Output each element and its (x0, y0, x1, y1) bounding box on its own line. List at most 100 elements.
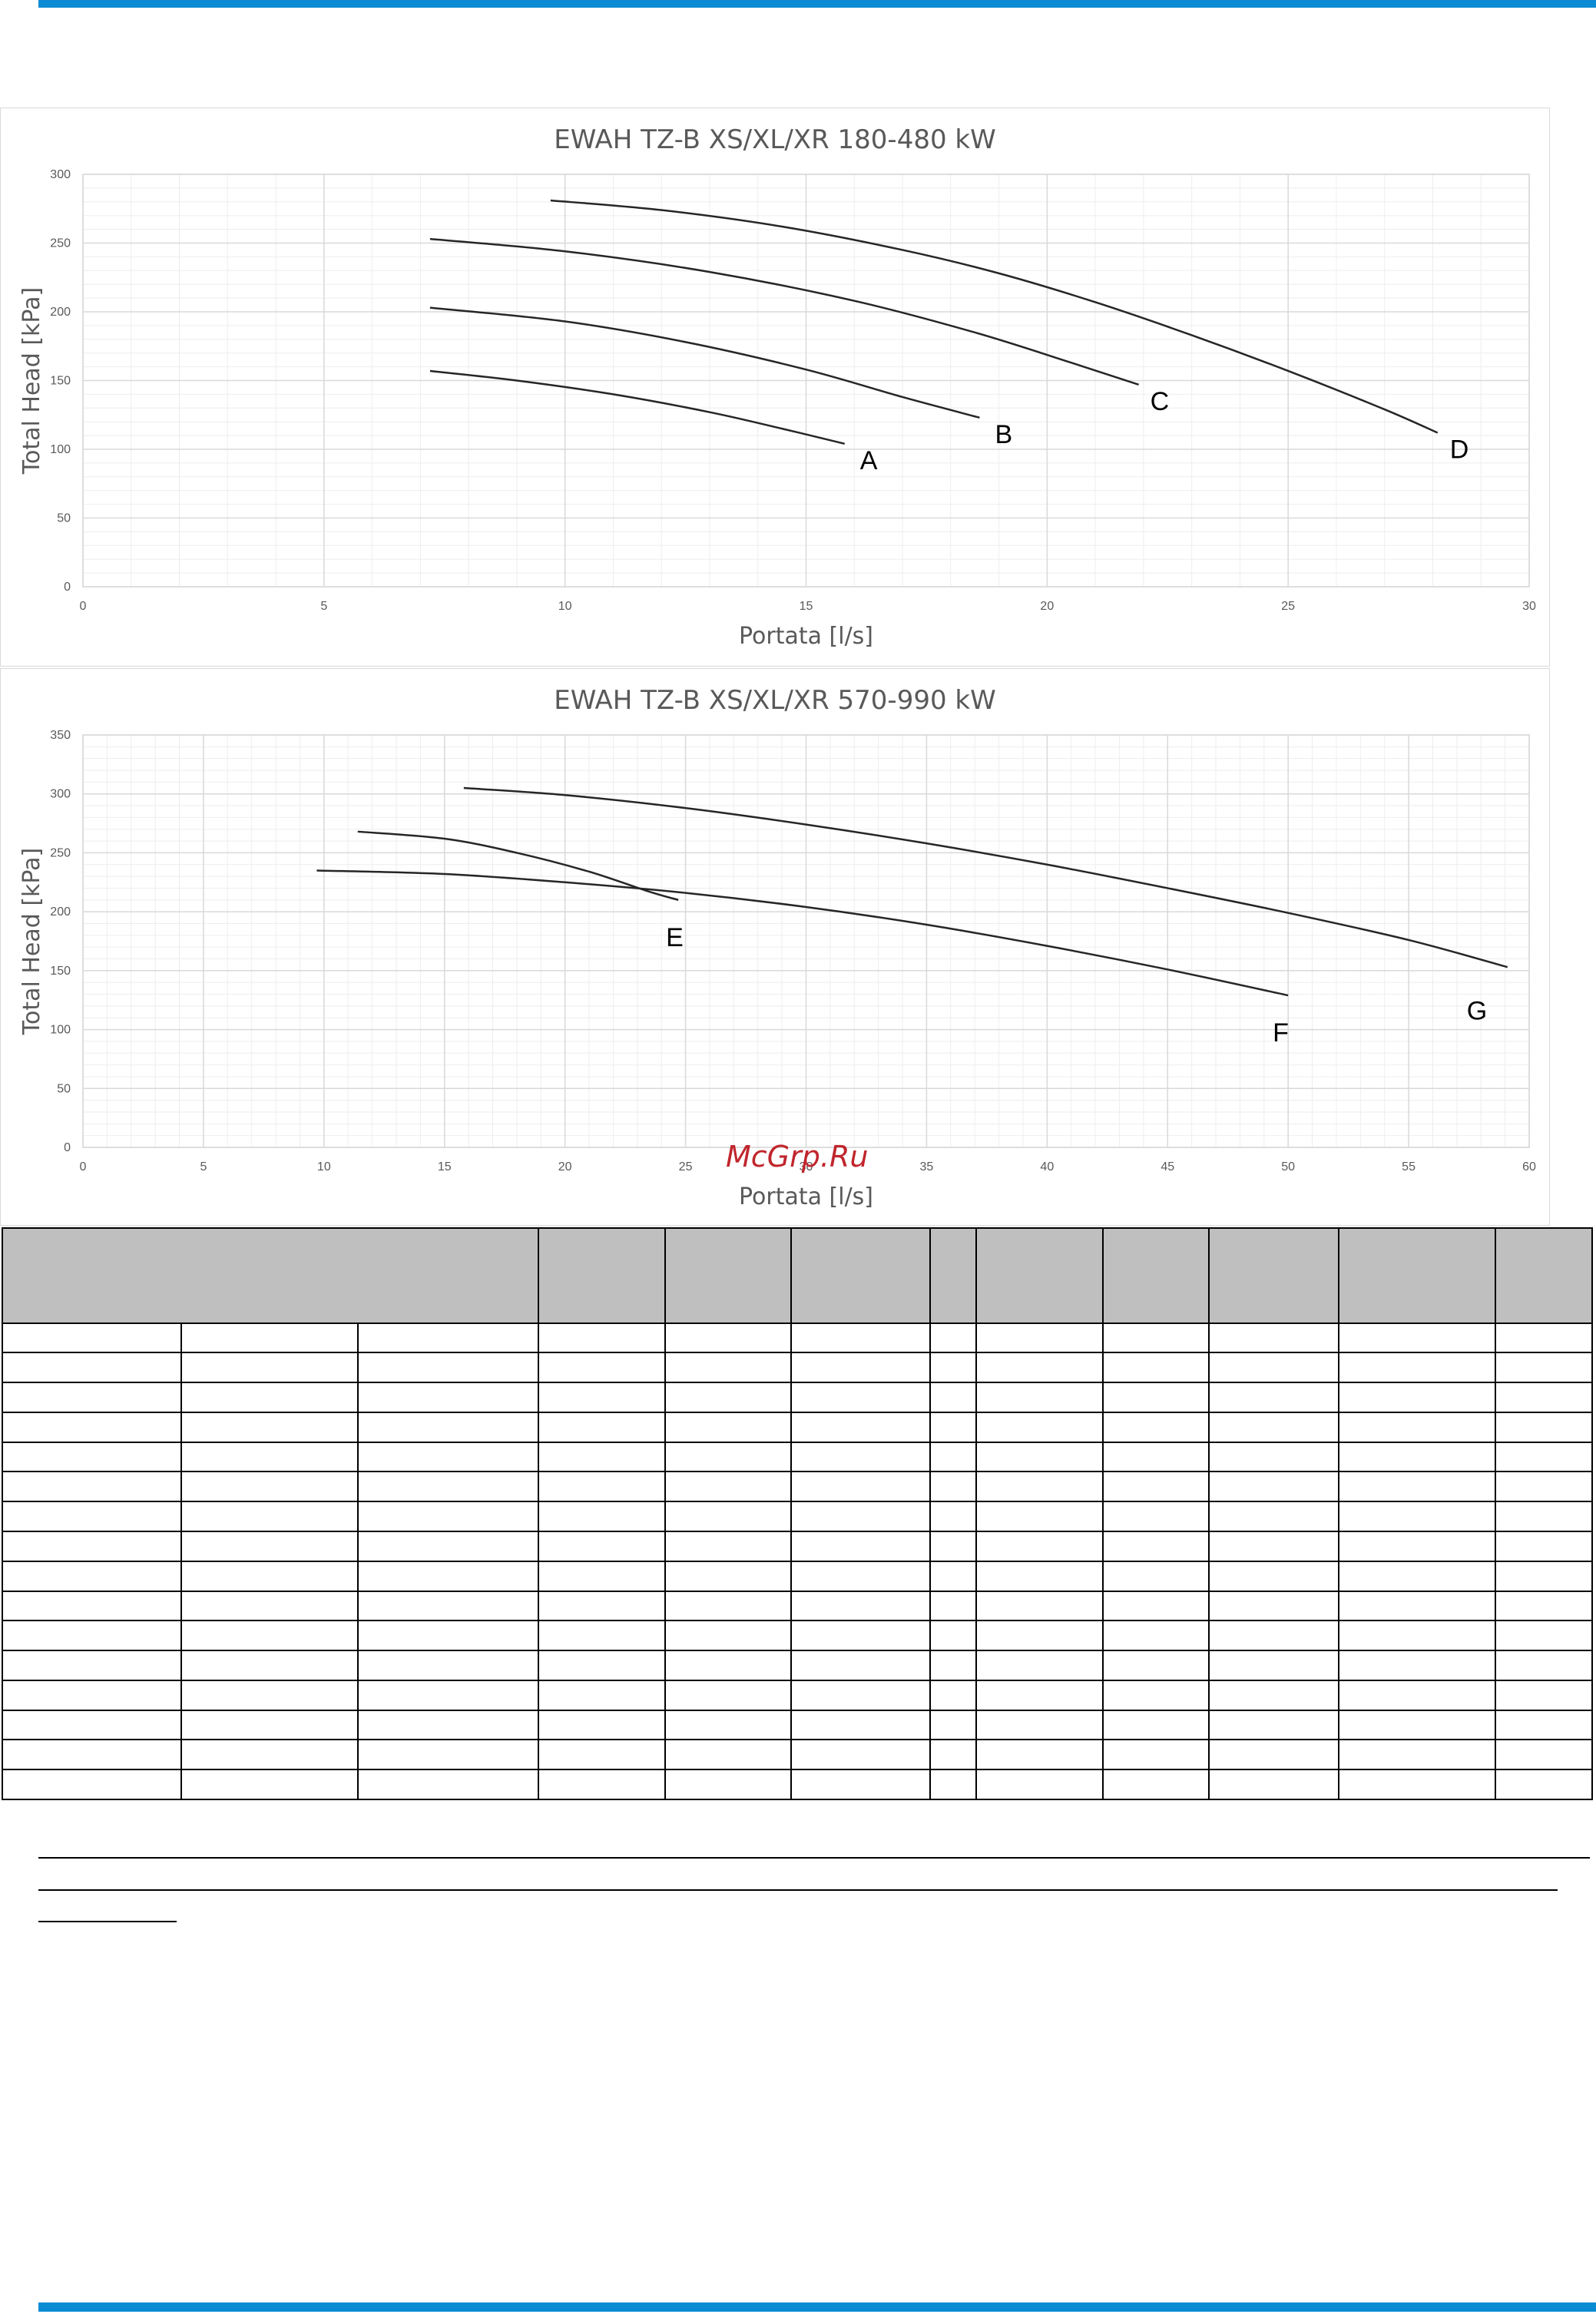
table-cell (1495, 1352, 1594, 1384)
table-cell (664, 1560, 793, 1592)
table-cell (180, 1322, 359, 1354)
chart-1-y-tick: 200 (50, 306, 71, 319)
table-cell (790, 1352, 932, 1384)
table-cell (975, 1590, 1104, 1622)
table-cell (790, 1650, 932, 1681)
table-cell (664, 1679, 793, 1711)
table-header-cell (1495, 1227, 1594, 1324)
table-cell (538, 1441, 667, 1473)
chart-2-y-tick: 200 (50, 905, 71, 919)
table-cell (1338, 1411, 1497, 1443)
table-cell (356, 1769, 540, 1800)
table-cell (929, 1531, 978, 1562)
chart-2-y-tick: 100 (50, 1024, 71, 1037)
chart-2-curve-f (316, 869, 1289, 997)
table-cell (929, 1709, 978, 1741)
table-cell (1338, 1531, 1497, 1562)
table-cell (1495, 1739, 1594, 1771)
table-cell (180, 1501, 359, 1532)
chart-1-x-tick: 20 (1040, 600, 1054, 613)
table-cell (2, 1560, 182, 1592)
chart-2-curve-g (463, 786, 1508, 968)
table-cell (1495, 1620, 1594, 1652)
table-cell (1102, 1709, 1210, 1741)
footnote-rule-2 (38, 1889, 1558, 1891)
table-cell (975, 1501, 1104, 1532)
table-cell (538, 1590, 667, 1622)
table-cell (929, 1382, 978, 1413)
chart-2-svg: 0 5 10 15 20 25 30 35 40 45 50 55 60 0 50 100 150 200 250 3… (18, 685, 1536, 1210)
table-cell (180, 1471, 359, 1503)
table-cell (664, 1411, 793, 1443)
table-cell (180, 1739, 359, 1771)
table-cell (1102, 1471, 1210, 1503)
table-cell (1102, 1382, 1210, 1413)
chart-2-y-tick: 0 (64, 1141, 71, 1154)
table-cell (790, 1382, 932, 1413)
table-cell (1338, 1382, 1497, 1413)
chart-2-curve-label-f: F (1273, 1018, 1289, 1048)
chart-1-plot-frame (82, 174, 1530, 588)
table-cell (664, 1650, 793, 1681)
table-cell (180, 1441, 359, 1473)
chart-1-x-tick: 5 (320, 600, 327, 613)
table-header-cell (1102, 1227, 1210, 1324)
table-cell (664, 1769, 793, 1800)
table-cell (1102, 1501, 1210, 1532)
table-cell (1338, 1471, 1497, 1503)
table-row (2, 1531, 1594, 1562)
table-cell (1338, 1769, 1497, 1800)
table-cell (664, 1441, 793, 1473)
table-row (2, 1322, 1594, 1354)
table-cell (356, 1679, 540, 1711)
table-cell (975, 1560, 1104, 1592)
table-cell (1102, 1322, 1210, 1354)
table-row (2, 1411, 1594, 1443)
table-cell (975, 1769, 1104, 1800)
footnote-rule-3 (38, 1921, 177, 1922)
table-cell (538, 1382, 667, 1413)
chart-1-curve-c (429, 237, 1139, 386)
table-cell (929, 1471, 978, 1503)
chart-1-y-tick: 50 (57, 512, 71, 525)
chart-1-curve-label-a: A (860, 446, 878, 475)
table-cell (2, 1679, 182, 1711)
table-cell (180, 1650, 359, 1681)
table-cell (1102, 1411, 1210, 1443)
table-cell (538, 1709, 667, 1741)
table-cell (1208, 1769, 1340, 1800)
table-cell (356, 1531, 540, 1562)
table-row (2, 1382, 1594, 1413)
table-cell (1208, 1709, 1340, 1741)
chart-1-x-tick: 0 (80, 600, 87, 613)
table-cell (2, 1382, 182, 1413)
table-cell (664, 1709, 793, 1741)
table-cell (2, 1411, 182, 1443)
table-header-cell (1338, 1227, 1497, 1324)
table-header-cell (929, 1227, 978, 1324)
table-cell (790, 1620, 932, 1652)
table-cell (180, 1382, 359, 1413)
table-cell (975, 1471, 1104, 1503)
chart-1-x-tick: 15 (800, 600, 813, 613)
table-cell (1208, 1411, 1340, 1443)
table-cell (538, 1560, 667, 1592)
table-cell (356, 1352, 540, 1384)
table-cell (790, 1679, 932, 1711)
table-cell (664, 1531, 793, 1562)
chart-1-curve-label-d: D (1450, 435, 1469, 465)
table-cell (929, 1322, 978, 1354)
table-row (2, 1739, 1594, 1771)
table-cell (664, 1501, 793, 1532)
table-cell (790, 1590, 932, 1622)
table-cell (975, 1679, 1104, 1711)
table-cell (1208, 1590, 1340, 1622)
table-cell (2, 1590, 182, 1622)
table-cell (975, 1441, 1104, 1473)
table-cell (1338, 1441, 1497, 1473)
table-cell (1102, 1441, 1210, 1473)
chart-2-y-tick: 250 (50, 846, 71, 859)
table-cell (929, 1769, 978, 1800)
footnote-rule-1 (38, 1857, 1590, 1859)
table-cell (180, 1352, 359, 1384)
